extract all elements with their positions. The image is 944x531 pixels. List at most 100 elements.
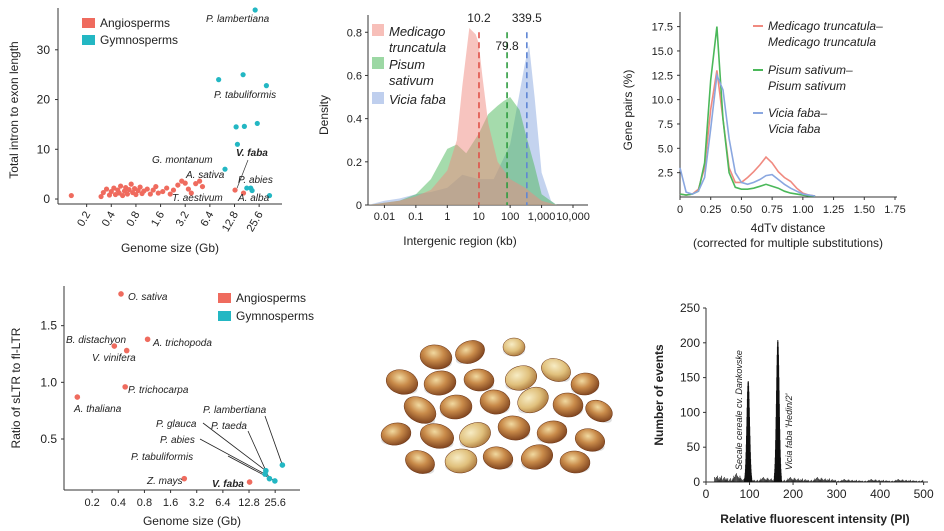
panel-f-ytick-label: 0 [693, 475, 700, 489]
panel-f-peak2-label: Vicia faba 'Hedin/2' [784, 393, 794, 470]
panel-d-gymnosperm-point [279, 462, 286, 468]
panel-d-leader-line [227, 455, 276, 482]
panel-d-ytick-label: 1.5 [40, 319, 57, 333]
panel-a-xlabel: Genome size (Gb) [121, 241, 219, 255]
panel-a-species-label: P. abies [238, 175, 273, 186]
panel-b-xtick-label: 10 [473, 211, 485, 223]
panel-c-legend-medicago-2: Medicago truncatula [768, 35, 876, 49]
panel-d-leader-line [202, 422, 267, 472]
panel-d-ytick-label: 1.0 [40, 375, 57, 389]
panel-f-xtick-label: 100 [740, 487, 760, 501]
panel-d-gymnosperm-point [262, 471, 268, 477]
panel-d-species-label: Z. mays [146, 476, 183, 487]
panel-a-species-label: T. aestivum [172, 193, 223, 204]
panel-a-legend-swatch-angiosperms [82, 18, 95, 28]
panel-a-angiosperm-point [170, 187, 177, 193]
faba-bean [455, 340, 485, 364]
panel-b-ytick-label: 0.4 [347, 114, 362, 126]
panel-d-xtick-label: 0.4 [111, 497, 126, 509]
panel-a-angiosperm-point [144, 186, 150, 192]
panel-a-gymnosperm-point [249, 187, 255, 194]
panel-a-angiosperm-point [124, 191, 131, 197]
panel-a-angiosperm-point [118, 183, 124, 189]
panel-b-xtick-label: 10,000 [556, 211, 590, 223]
panel-c-xtick-label: 1.25 [823, 204, 844, 216]
panel-a-angiosperm-point [160, 188, 166, 195]
panel-a-xtick-label: 0.2 [75, 210, 93, 229]
panel-a-xtick-label: 0.4 [100, 210, 118, 229]
panel-a-angiosperm-point [197, 178, 203, 184]
panel-f-xtick-label: 300 [827, 487, 847, 501]
panel-d-species-label: A. trichopoda [152, 338, 212, 349]
panel-d-gymnosperm-point [272, 478, 278, 484]
panel-b-ytick-label: 0 [356, 200, 362, 212]
panel-d-leader-line [264, 415, 283, 466]
panel-a-angiosperm-point [175, 182, 181, 188]
panel-b-legend-medicago-1: Medicago [389, 24, 445, 39]
panel-d-ytick-label: 0.5 [40, 432, 57, 446]
panel-a-species-label: P. tabuliformis [214, 90, 276, 101]
faba-bean [559, 450, 591, 474]
panel-d-legend-gymnosperms: Gymnosperms [236, 309, 314, 323]
panel-a-angiosperm-point [103, 186, 110, 192]
panel-d-xtick-label: 0.8 [137, 497, 152, 509]
panel-d-ylabel: Ratio of sLTR to fl-LTR [9, 327, 23, 448]
panel-d-xtick-label: 3.2 [189, 497, 204, 509]
faba-bean [380, 422, 412, 446]
panel-a-angiosperm-point [199, 183, 206, 190]
faba-bean-seeds-photo [380, 337, 613, 475]
panel-d-xlabel: Genome size (Gb) [143, 514, 241, 528]
panel-b-legend-swatch-pisum [372, 57, 384, 69]
panel-a-angiosperm-point [100, 189, 106, 196]
panel-f-ytick-label: 150 [680, 371, 700, 385]
panel-a-gymnosperm-point [244, 185, 250, 191]
panel-b-ytick-label: 0.2 [347, 157, 362, 169]
panel-b-median-label: 10.2 [467, 11, 491, 25]
panel-d-angiosperm-point [111, 343, 118, 349]
panel-a-angiosperm-point [188, 190, 194, 196]
panel-b-legend-swatch-vicia [372, 92, 384, 104]
faba-bean [444, 448, 478, 474]
panel-c-xlabel-sub: (corrected for multiple substitutions) [693, 236, 883, 250]
panel-d-gymnosperm-point [266, 475, 273, 482]
panel-d-species-label: P. tabuliformis [131, 452, 193, 463]
panel-d-angiosperm-point [122, 384, 128, 390]
faba-bean [570, 372, 600, 396]
panel-a-ytick-label: 0 [43, 192, 50, 206]
panel-b-median-label: 79.8 [495, 39, 519, 53]
panel-a-angiosperm-point [111, 185, 117, 191]
panel-a-legend-gymnosperms: Gymnosperms [100, 33, 178, 47]
panel-c-legend-pisum-2: Pisum sativum [768, 79, 846, 93]
panel-f-ylabel: Number of events [652, 344, 666, 446]
panel-a-species-label: A. alba [237, 193, 270, 204]
panel-d-legend-swatch-angiosperms [218, 293, 231, 303]
panel-b-medicago-density [368, 28, 557, 205]
panel-a-gymnosperm-point [263, 83, 269, 89]
panel-a-ytick-label: 10 [37, 142, 51, 156]
panel-c-ytick-label: 17.5 [652, 22, 673, 34]
panel-c-legend-vicia-1: Vicia faba– [768, 106, 827, 120]
panel-f-ytick-label: 200 [680, 336, 700, 350]
panel-a-angiosperm-point [126, 186, 132, 193]
panel-d-species-label: A. thaliana [73, 404, 122, 415]
panel-b-median-label: 339.5 [512, 11, 542, 25]
panel-a-angiosperm-point [128, 181, 134, 187]
faba-bean [574, 428, 606, 452]
panel-b-legend-swatch-medicago [372, 24, 384, 36]
panel-b-ylabel: Density [317, 95, 331, 135]
panel-a-xtick-label: 12.8 [220, 210, 241, 235]
panel-a-angiosperm-point [185, 186, 191, 192]
panel-d-angiosperm-point [123, 347, 130, 354]
faba-bean [423, 370, 457, 396]
panel-a-species-label: V. faba [236, 148, 268, 159]
faba-bean [517, 386, 549, 414]
panel-a-angiosperm-point [120, 192, 126, 199]
panel-a-angiosperm-point [155, 190, 161, 196]
faba-bean [520, 444, 554, 470]
panel-a-species-label: P. lambertiana [206, 14, 270, 25]
panel-a-angiosperm-point [240, 190, 247, 196]
panel-d-xtick-label: 1.6 [163, 497, 178, 509]
panel-f-xtick-label: 500 [914, 487, 934, 501]
panel-d-species-label: P. trichocarpa [128, 385, 189, 396]
panel-c-ytick-label: 7.5 [658, 119, 673, 131]
